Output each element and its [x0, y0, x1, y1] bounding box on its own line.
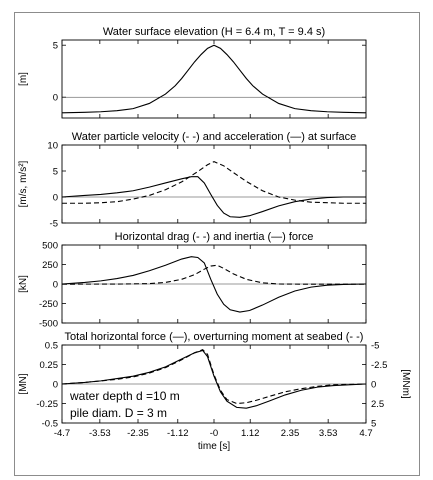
y-tick-label: -0.5	[42, 419, 58, 430]
series-line-p0-s0	[61, 44, 367, 114]
annotation: pile diam. D = 3 m	[70, 406, 167, 420]
y-tick-label: -250	[39, 299, 58, 310]
y-axis-label: [kN]	[18, 275, 29, 293]
x-tick-label: -3.53	[89, 428, 111, 439]
y-right-tick-label: -5	[371, 341, 379, 352]
y-tick-label: 0	[53, 380, 58, 391]
x-tick-label: -2.35	[127, 428, 149, 439]
x-tick-label: -0	[210, 428, 218, 439]
y-tick-label: 500	[42, 241, 58, 252]
x-tick-label: 3.53	[319, 428, 338, 439]
y-right-axis-label: [MNm]	[400, 369, 411, 399]
x-tick-label: -1.12	[167, 428, 189, 439]
x-axis-label: time [s]	[198, 441, 230, 452]
series-line-inertia	[61, 256, 367, 313]
y-tick-label: 0	[53, 93, 58, 104]
panel-title: Horizontal drag (- -) and inertia (—) fo…	[115, 231, 314, 243]
y-axis-label: [m]	[18, 72, 29, 86]
y-tick-label: 10	[47, 141, 58, 152]
panel-title: Water surface elevation (H = 6.4 m, T = …	[103, 26, 325, 38]
series-line-drag	[61, 264, 367, 285]
panel-title: Total horizontal force (—), overturning …	[65, 331, 364, 343]
series-line-acceleration	[61, 176, 366, 218]
series-line-total-horizontal-force	[61, 349, 367, 409]
series-line-overturning-moment	[61, 349, 367, 405]
y-axis-label: [MN]	[18, 373, 29, 394]
annotation: water depth d =10 m	[69, 389, 180, 403]
y-tick-label: -500	[39, 319, 58, 330]
y-tick-label: 5	[53, 41, 58, 52]
y-right-tick-label: -2.5	[371, 360, 387, 371]
series-line-velocity	[62, 161, 366, 204]
y-tick-label: 250	[42, 260, 58, 271]
y-right-tick-label: 5	[371, 419, 376, 430]
x-tick-label: -4.7	[54, 428, 70, 439]
x-tick-label: 2.35	[281, 428, 300, 439]
figure-frame	[14, 12, 420, 476]
x-tick-label: 1.12	[241, 428, 260, 439]
y-tick-label: 5	[53, 167, 58, 178]
y-tick-label: 0	[53, 193, 58, 204]
y-axis-label: [m/s, m/s²]	[18, 160, 29, 207]
x-tick-label: 4.7	[359, 428, 372, 439]
panel-title: Water particle velocity (- -) and accele…	[72, 131, 356, 143]
y-tick-label: 0.5	[45, 341, 58, 352]
y-right-tick-label: 2.5	[371, 399, 384, 410]
y-tick-label: 0.25	[40, 360, 59, 371]
y-tick-label: -5	[50, 219, 58, 230]
y-right-tick-label: 0	[371, 380, 376, 391]
y-tick-label: -0.25	[36, 399, 58, 410]
y-tick-label: 0	[53, 280, 58, 291]
